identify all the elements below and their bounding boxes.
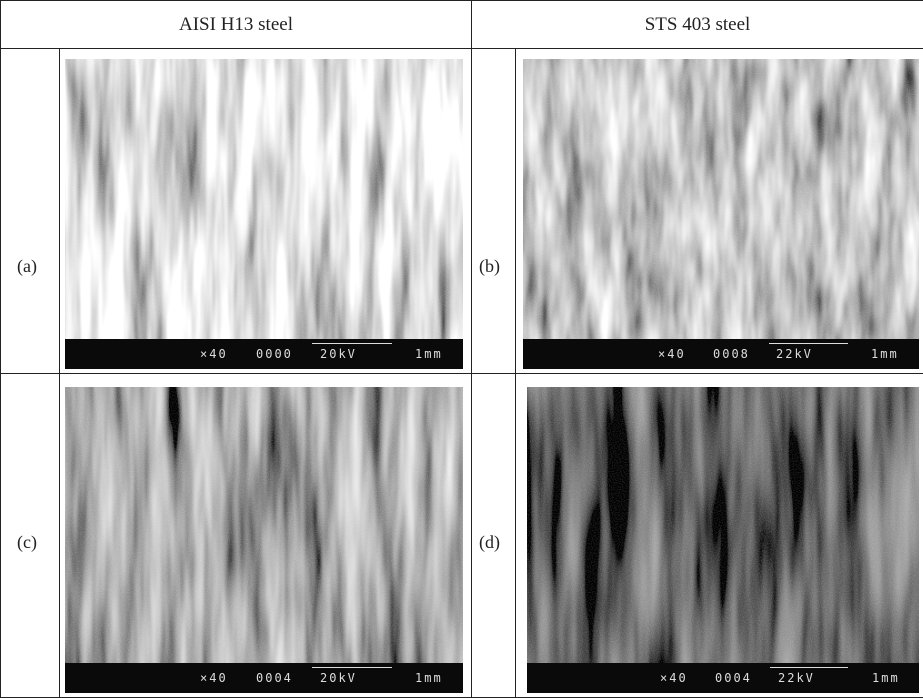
- scale-text: 0000: [256, 347, 293, 361]
- scale-line: [770, 667, 848, 668]
- scale-text: ×40: [200, 671, 228, 685]
- scale-text: 22kV: [776, 347, 813, 361]
- scale-line: [769, 343, 848, 344]
- scale-bar: ×40 0004 20kV 1mm: [65, 663, 463, 693]
- rule: [515, 49, 516, 697]
- scale-text: 22kV: [778, 671, 815, 685]
- sem-image: ×40 0008 22kV 1mm: [523, 59, 919, 369]
- scale-text: 20kV: [320, 347, 357, 361]
- scale-text: ×40: [658, 347, 686, 361]
- scale-text: 1mm: [415, 347, 443, 361]
- rule: [471, 1, 472, 697]
- scale-text: 0004: [256, 671, 293, 685]
- scale-bar: ×40 0008 22kV 1mm: [523, 339, 919, 369]
- sem-texture: [65, 59, 463, 369]
- scale-text: 0008: [713, 347, 750, 361]
- scale-text: 0004: [715, 671, 752, 685]
- scale-line: [312, 343, 392, 344]
- rule: [59, 49, 60, 697]
- panel-label: (d): [479, 532, 500, 553]
- scale-line: [312, 667, 392, 668]
- sem-texture: [527, 387, 919, 693]
- panel-label: (c): [17, 532, 37, 553]
- scale-text: 1mm: [871, 347, 899, 361]
- sem-texture: [65, 387, 463, 693]
- scale-bar: ×40 0004 22kV 1mm: [527, 663, 919, 693]
- column-header: STS 403 steel: [472, 1, 923, 49]
- scale-text: 20kV: [320, 671, 357, 685]
- sem-image: ×40 0004 20kV 1mm: [65, 387, 463, 693]
- scale-text: 1mm: [872, 671, 900, 685]
- sem-image: ×40 0000 20kV 1mm: [65, 59, 463, 369]
- panel-label: (a): [17, 256, 37, 277]
- scale-bar: ×40 0000 20kV 1mm: [65, 339, 463, 369]
- scale-text: 1mm: [415, 671, 443, 685]
- sem-image: ×40 0004 22kV 1mm: [527, 387, 919, 693]
- rule: [1, 373, 923, 374]
- figure-table: AISI H13 steel STS 403 steel (a) ×40 0000 2…: [0, 0, 923, 698]
- panel-label: (b): [479, 256, 500, 277]
- column-header: AISI H13 steel: [1, 1, 471, 49]
- sem-texture: [523, 59, 919, 369]
- scale-text: ×40: [200, 347, 228, 361]
- scale-text: ×40: [660, 671, 688, 685]
